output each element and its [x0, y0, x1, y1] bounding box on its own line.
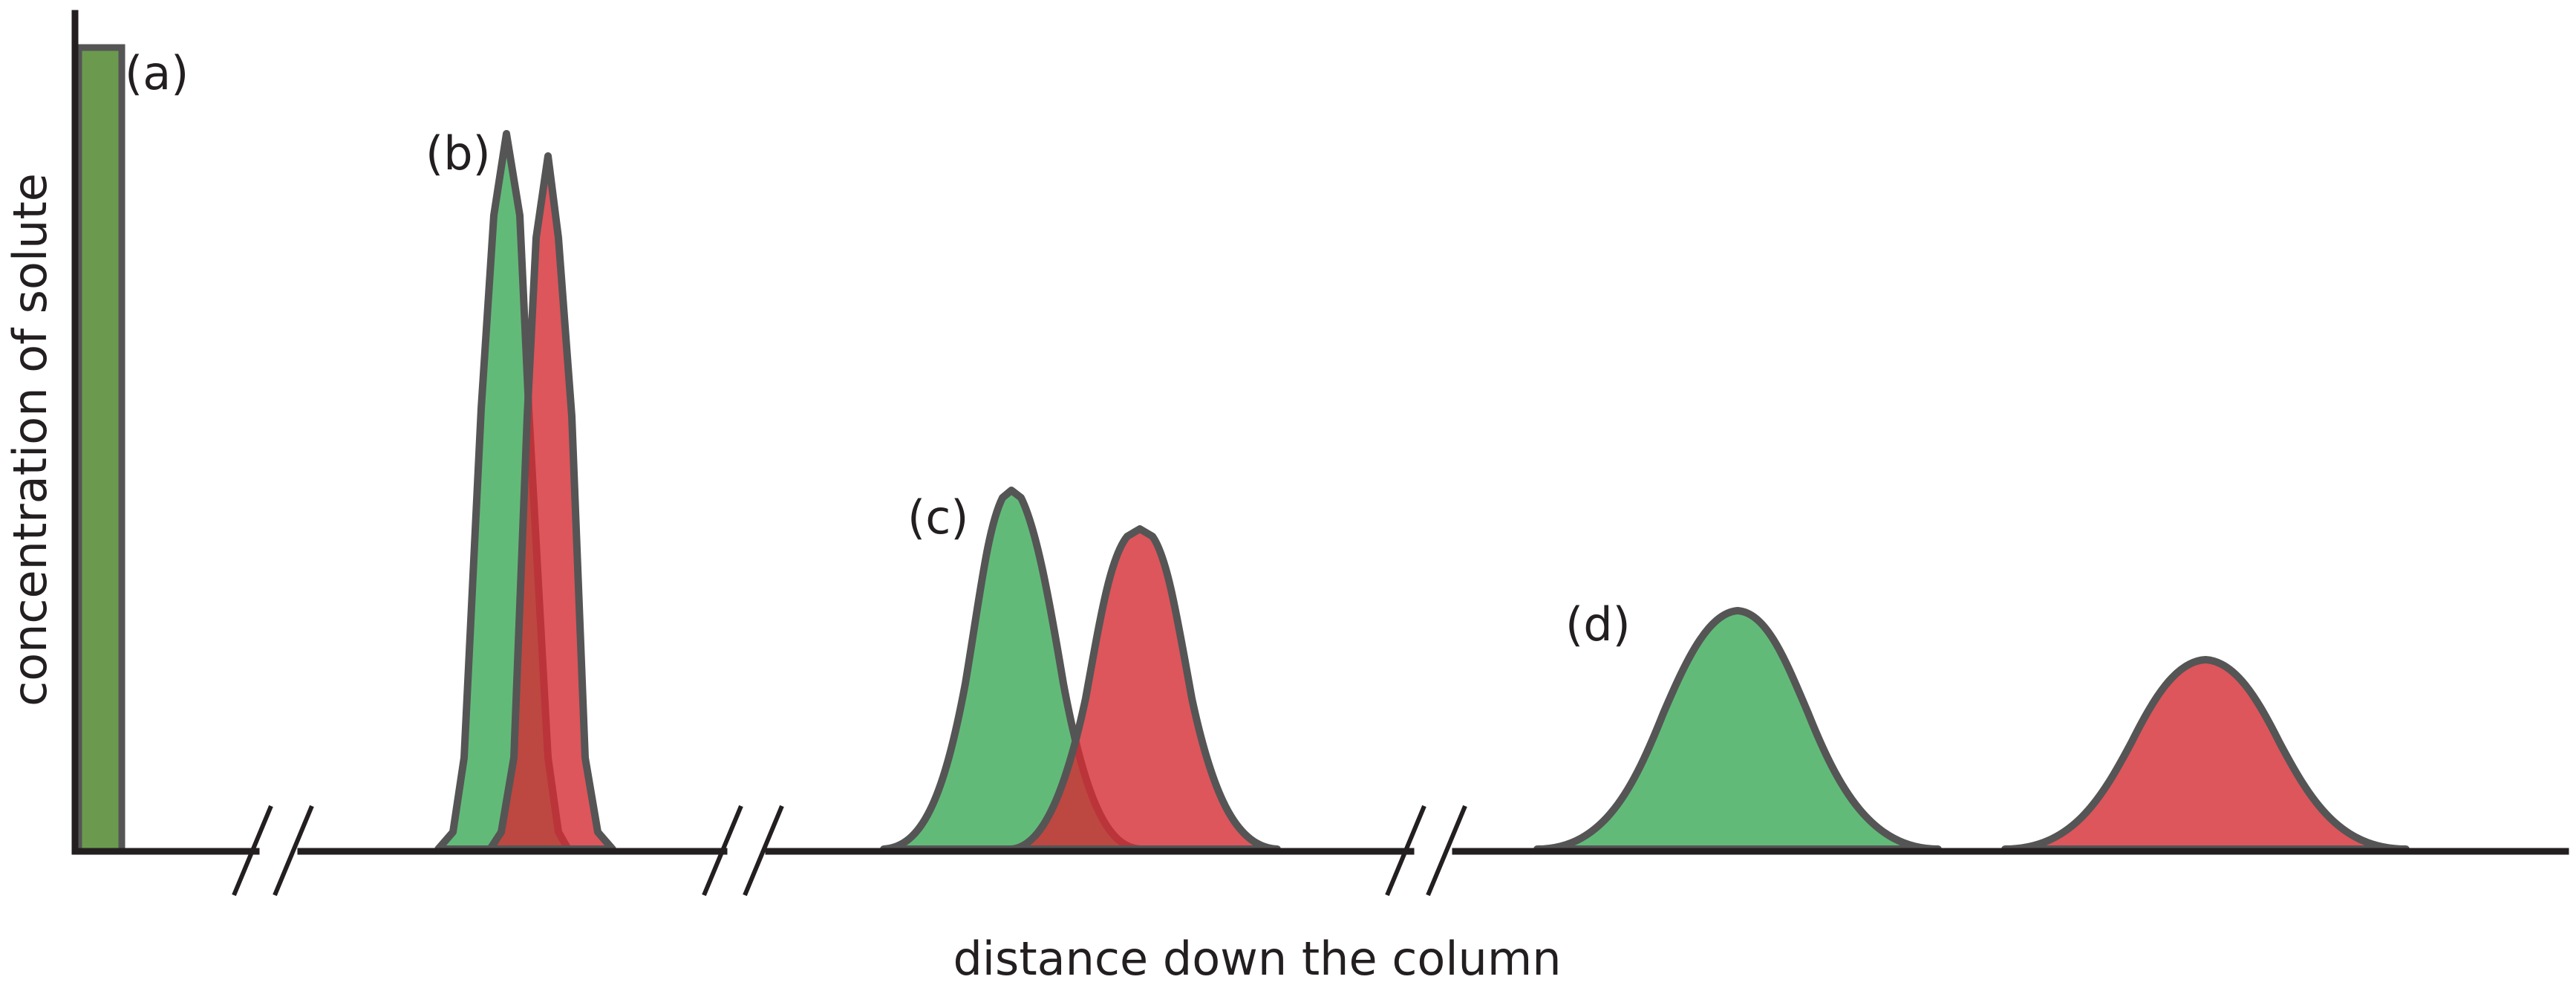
x-axis-label: distance down the column [953, 932, 1561, 986]
axis-break-3 [1385, 805, 1467, 897]
stage-b-red-peak [486, 152, 616, 853]
y-axis-label: concentration of solute [3, 173, 57, 706]
axis-break-1 [232, 805, 314, 897]
stage-c-red-peak [1008, 525, 1281, 853]
stage-d-green-peak [1533, 607, 1942, 853]
stage-b-label: (b) [425, 126, 491, 181]
stage-a-band [75, 44, 125, 855]
stage-d-label: (d) [1565, 597, 1631, 652]
stage-d-red-peak [2001, 656, 2410, 853]
axis-break-2 [702, 805, 784, 897]
stage-c-label: (c) [907, 490, 968, 545]
stage-a-label: (a) [125, 46, 189, 100]
